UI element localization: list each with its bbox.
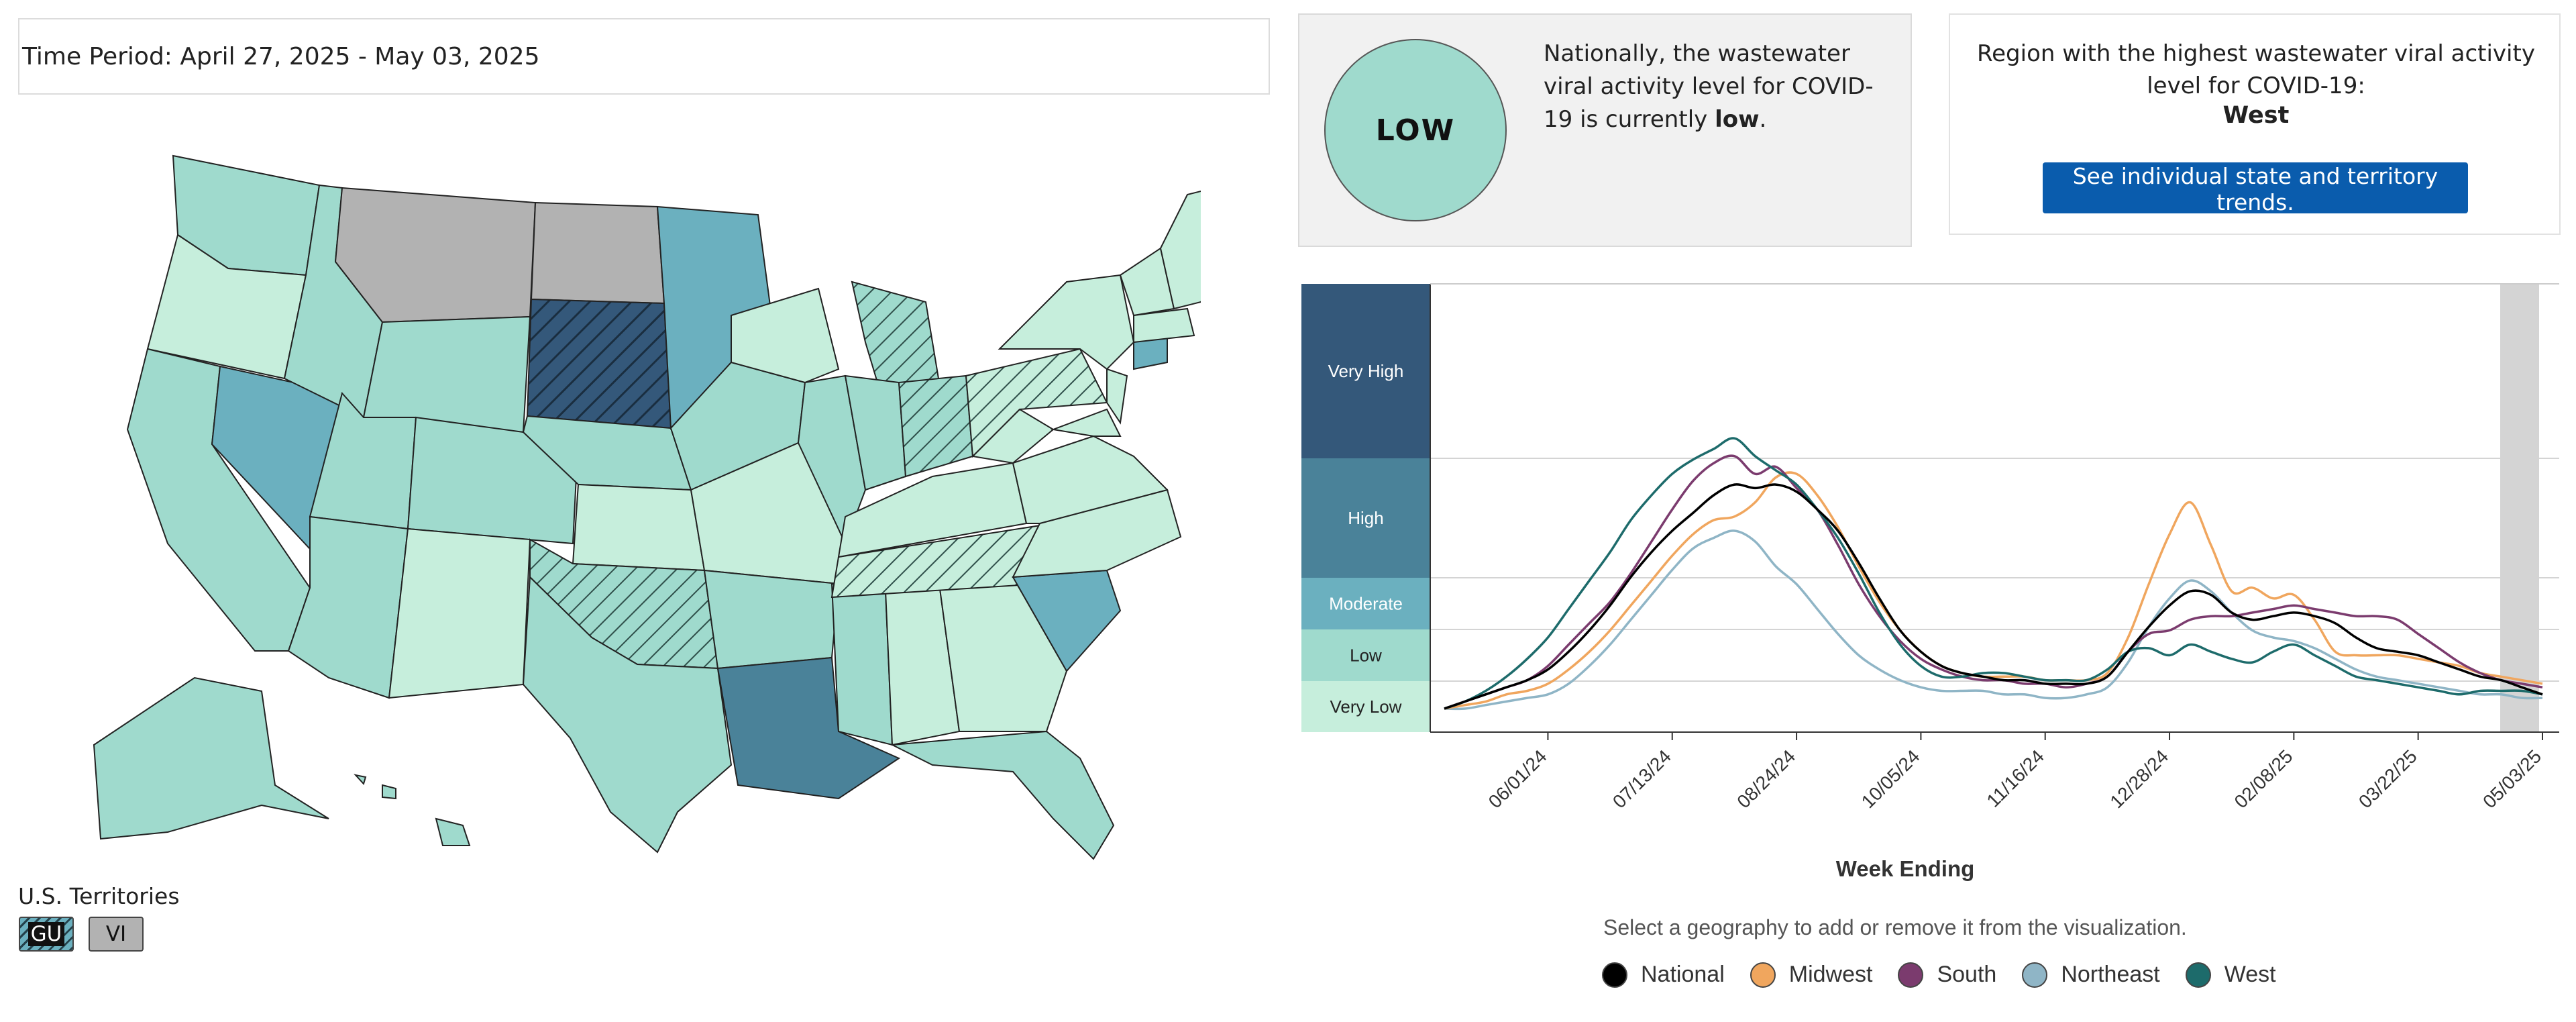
state-new-mexico[interactable] — [388, 527, 531, 699]
state-mississippi[interactable] — [830, 582, 894, 746]
national-level-card: LOW Nationally, the wastewater viral act… — [1298, 13, 1912, 247]
x-tick-label: 11/16/24 — [1982, 746, 2048, 811]
territory-button-gu[interactable]: GU — [19, 917, 74, 952]
legend-dot-national — [1602, 962, 1627, 988]
state-colorado[interactable] — [407, 416, 580, 545]
legend-item-midwest[interactable]: Midwest — [1750, 962, 1873, 988]
state-maryland[interactable] — [1051, 408, 1122, 437]
national-level-badge: LOW — [1324, 39, 1507, 221]
state-texas[interactable] — [522, 575, 733, 854]
chart-legend: National Midwest South Northeast West — [1602, 962, 2302, 988]
series-line-northeast — [1444, 529, 2543, 711]
state-arkansas[interactable] — [703, 569, 840, 670]
x-tick-label: 06/01/24 — [1485, 746, 1551, 812]
x-tick-label: 12/28/24 — [2106, 746, 2172, 812]
state-new-jersey[interactable] — [1106, 368, 1128, 425]
state-wyoming[interactable] — [362, 315, 531, 433]
level-band-low — [1301, 629, 1430, 681]
highest-region-name: West — [2222, 102, 2290, 129]
us-state-map[interactable] — [60, 141, 1201, 866]
territory-label-vi: VI — [105, 922, 127, 946]
series-line-midwest — [1444, 471, 2543, 710]
state-louisiana[interactable] — [716, 656, 901, 800]
series-line-national — [1444, 483, 2543, 710]
level-band-very-low — [1301, 681, 1430, 732]
highest-region-card: Region with the highest wastewater viral… — [1949, 13, 2561, 235]
x-tick-label: 08/24/24 — [1733, 746, 1799, 812]
level-band-label: Very Low — [1330, 697, 1402, 717]
national-level-word: low — [1715, 106, 1760, 133]
national-level-text-before: Nationally, the wastewater viral activit… — [1544, 40, 1874, 133]
state-pennsylvania[interactable] — [965, 348, 1108, 458]
x-axis-title: Week Ending — [1836, 856, 1975, 881]
level-band-high — [1301, 458, 1430, 578]
national-level-text: Nationally, the wastewater viral activit… — [1544, 38, 1899, 136]
legend-dot-northeast — [2022, 962, 2048, 988]
x-tick-label: 03/22/25 — [2355, 746, 2421, 812]
state-maine[interactable] — [1159, 188, 1201, 310]
legend-caption: Select a geography to add or remove it f… — [1603, 915, 2187, 939]
state-ohio[interactable] — [898, 374, 974, 478]
legend-dot-west — [2185, 962, 2211, 988]
legend-item-national[interactable]: National — [1602, 962, 1725, 988]
level-band-label: High — [1348, 508, 1383, 528]
legend-item-northeast[interactable]: Northeast — [2022, 962, 2160, 988]
legend-item-south[interactable]: South — [1898, 962, 1996, 988]
legend-dot-midwest — [1750, 962, 1776, 988]
state-florida[interactable] — [890, 730, 1115, 860]
legend-label-midwest: Midwest — [1788, 962, 1873, 987]
state-hawaii[interactable] — [354, 774, 471, 846]
legend-item-west[interactable]: West — [2185, 962, 2276, 988]
state-kansas[interactable] — [572, 483, 706, 572]
level-band-label: Low — [1350, 646, 1382, 666]
legend-dot-south — [1898, 962, 1924, 988]
territories-label: U.S. Territories — [18, 883, 180, 909]
recent-period-shade — [2500, 284, 2539, 732]
x-tick-label: 05/03/25 — [2479, 746, 2545, 812]
level-band-very-high — [1301, 284, 1430, 458]
state-north-dakota[interactable] — [530, 201, 665, 305]
national-level-text-after: . — [1759, 106, 1767, 133]
legend-label-west: West — [2224, 962, 2276, 987]
legend-label-northeast: Northeast — [2061, 962, 2160, 987]
x-tick-label: 02/08/25 — [2231, 746, 2297, 812]
level-band-moderate — [1301, 578, 1430, 629]
level-band-label: Very High — [1328, 361, 1404, 381]
state-wisconsin[interactable] — [731, 287, 840, 384]
legend-label-national: National — [1641, 962, 1725, 987]
series-line-west — [1444, 437, 2543, 710]
series-line-south — [1444, 454, 2543, 710]
time-period-header: Time Period: April 27, 2025 - May 03, 20… — [18, 18, 1270, 95]
trend-chart: Very High High Moderate Low Very Low 06/01/24… — [1301, 283, 2559, 881]
state-massachusetts[interactable] — [1133, 307, 1195, 344]
state-alaska[interactable] — [93, 676, 329, 840]
x-tick-label: 07/13/24 — [1609, 746, 1675, 812]
highest-region-text: Region with the highest wastewater viral… — [1977, 40, 2535, 99]
x-tick-label: 10/05/24 — [1858, 746, 1924, 812]
level-band-label: Moderate — [1329, 594, 1403, 614]
state-trends-button[interactable]: See individual state and territory trend… — [2043, 162, 2468, 215]
territory-label-gu: GU — [28, 922, 65, 946]
legend-label-south: South — [1937, 962, 1997, 987]
territory-button-vi[interactable]: VI — [89, 917, 144, 952]
state-south-dakota[interactable] — [526, 298, 672, 429]
